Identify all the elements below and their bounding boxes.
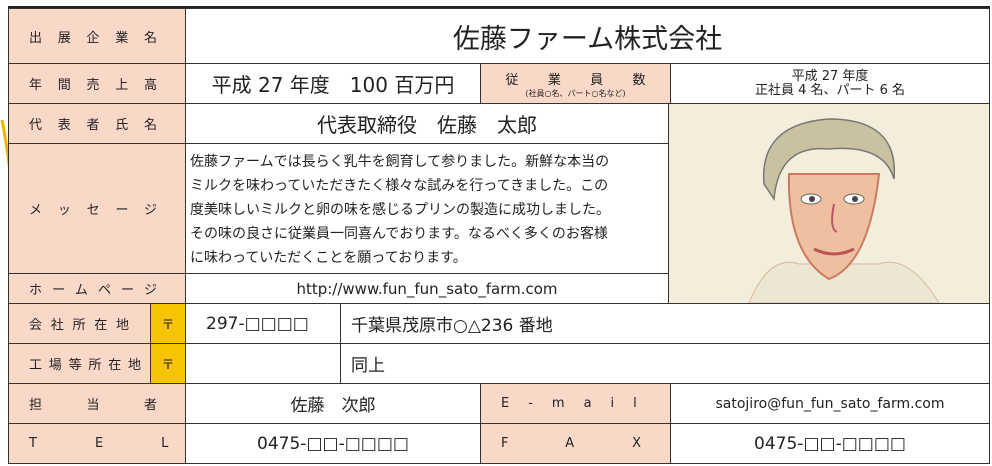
postal-code: [185, 343, 341, 384]
label: 担当者: [29, 398, 157, 413]
message-line: 度美味しいミルクと卵の味を感じるプリンの製造に成功しました。: [190, 202, 610, 218]
label-cell: FAX: [480, 423, 671, 464]
label: メッセージ: [29, 203, 157, 218]
message-line: 佐藤ファームでは長らく乳牛を飼育して参りました。新鮮な本当の: [190, 154, 610, 170]
homepage-value: http://www.fun_fun_sato_farm.com: [185, 273, 669, 304]
message-line: ミルクを味わっていただきたく様々な試みを行ってきました。この: [190, 178, 609, 194]
sales-value: 平成 27 年度 100 百万円: [185, 63, 481, 104]
value-line: 平成 27 年度: [791, 68, 869, 84]
portrait-drawing: [669, 104, 989, 303]
postal-code: 297-□□□□: [185, 303, 341, 344]
label-cell: E-mail: [480, 383, 671, 424]
email-value: satojiro@fun_fun_sato_farm.com: [670, 383, 990, 424]
label: FAX: [501, 436, 641, 451]
label: 工場等所在地: [29, 358, 141, 373]
postal-mark: 〒: [150, 343, 186, 384]
top-rule: [8, 6, 990, 9]
label-cell: 出展企業名: [8, 8, 186, 64]
label-cell: メッセージ: [8, 143, 186, 274]
postal-mark: 〒: [150, 303, 186, 344]
tel-value: 0475-□□-□□□□: [185, 423, 481, 464]
employees-value: 平成 27 年度 正社員 4 名、パート 6 名: [670, 63, 990, 104]
label-cell: 会社所在地: [8, 303, 151, 344]
label: 年間売上高: [29, 78, 157, 93]
message-line: その味の良さに従業員一同喜んでおります。なるべく多くのお客様: [190, 226, 608, 242]
label-cell: 代表者氏名: [8, 103, 186, 144]
label: 代表者氏名: [29, 118, 157, 133]
label-cell: 従業員数 (社員○名、パート○名など): [480, 63, 671, 104]
address: 同上: [340, 343, 990, 384]
label: TEL: [29, 436, 168, 451]
message-text: 佐藤ファームでは長らく乳牛を飼育して参りました。新鮮な本当の ミルクを味わってい…: [185, 143, 669, 274]
contact-value: 佐藤 次郎: [185, 383, 481, 424]
fax-value: 0475-□□-□□□□: [670, 423, 990, 464]
note: (社員○名、パート○名など): [525, 88, 626, 98]
label-cell: 担当者: [8, 383, 186, 424]
label-cell: 年間売上高: [8, 63, 186, 104]
portrait: [668, 103, 990, 304]
label: 従業員数: [505, 72, 646, 88]
representative-value: 代表取締役 佐藤 太郎: [185, 103, 669, 144]
label-cell: TEL: [8, 423, 186, 464]
value-line: 正社員 4 名、パート 6 名: [754, 82, 906, 98]
label: 出展企業名: [29, 30, 157, 46]
company-name: 佐藤ファーム株式会社: [185, 8, 990, 64]
label: ホームページ: [29, 283, 157, 298]
label-cell: ホームページ: [8, 273, 186, 304]
label: E-mail: [501, 396, 656, 411]
address: 千葉県茂原市○△236 番地: [340, 303, 990, 344]
label: 会社所在地: [29, 318, 129, 333]
label-cell: 工場等所在地: [8, 343, 151, 384]
message-line: に味わっていただくことを願っております。: [190, 250, 467, 266]
